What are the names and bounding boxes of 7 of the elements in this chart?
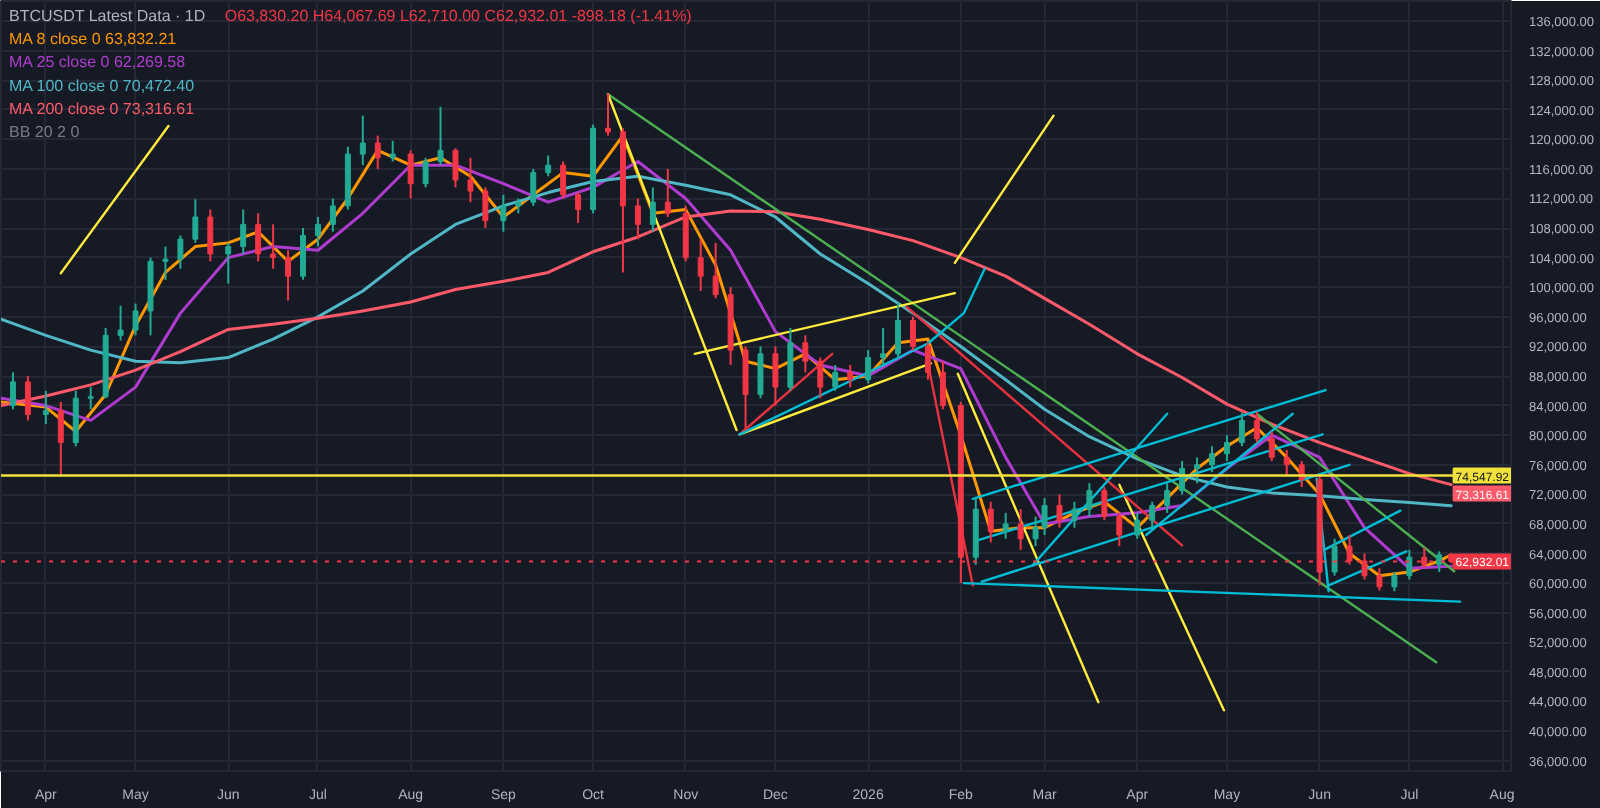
text: MA 200 close 0 73,316.61 (9, 99, 196, 118)
text: MA 8 close 0 63,832.21 (9, 30, 178, 49)
chart-subtitle: O63,830.20 H64,067.69 L62,710.00 C62,932.01 -898.18 (-1.41%) (224, 7, 693, 25)
annotation: BB 20 2 0 (9, 123, 81, 141)
chart-title: BTCUSDT Latest Data · 1D (9, 7, 206, 25)
text: MA 25 close 0 62,269.58 (9, 53, 187, 72)
text: MA 100 close 0 70,472.40 (9, 76, 196, 95)
